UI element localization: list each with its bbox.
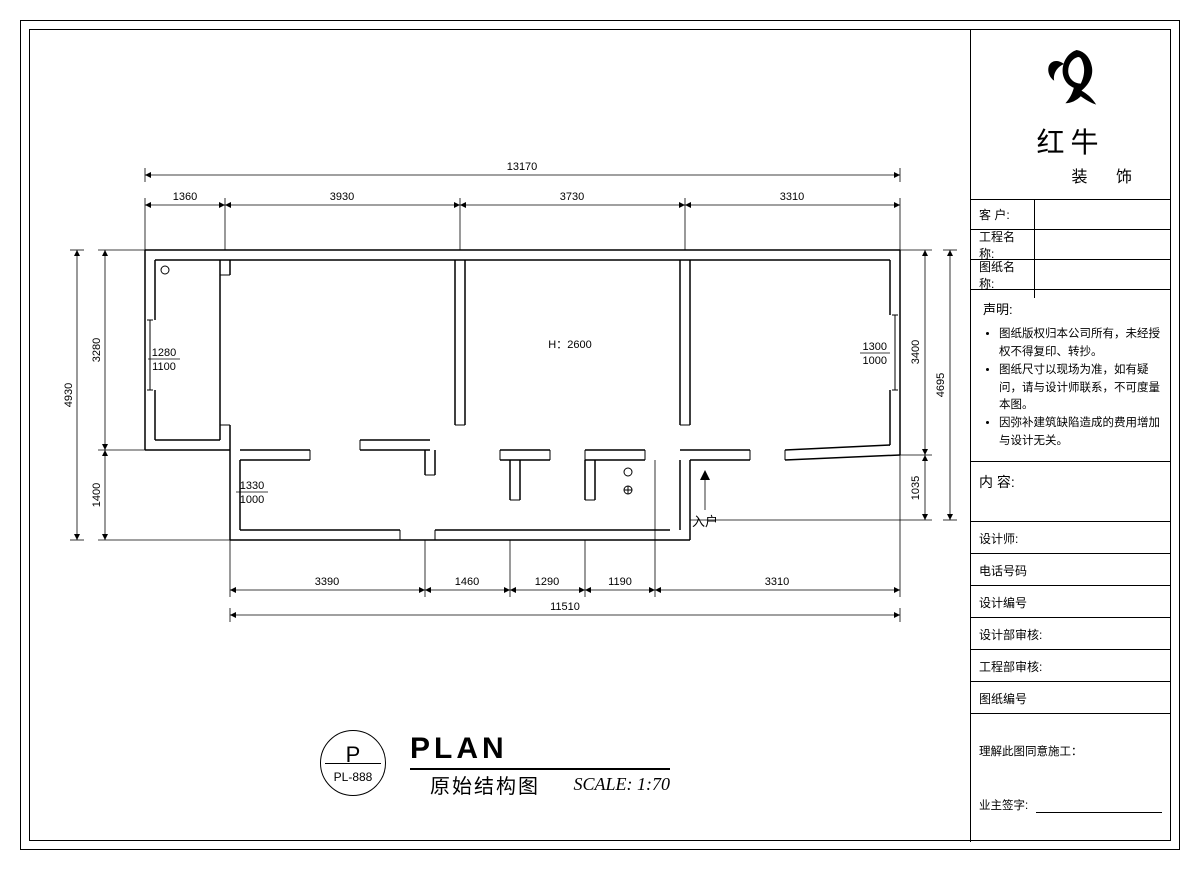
svg-text:1035: 1035 <box>910 476 922 500</box>
ceiling-height-label: H：2600 <box>548 339 591 351</box>
svg-text:1460: 1460 <box>455 576 479 588</box>
svg-text:3310: 3310 <box>780 191 804 203</box>
dim-left-inner: 3280 1400 <box>91 250 230 540</box>
svg-text:3390: 3390 <box>315 576 339 588</box>
row-phone: 电话号码 <box>971 554 1170 586</box>
svg-text:4695: 4695 <box>935 373 947 397</box>
dim-bottom-row: 3390 1460 1290 1190 3310 <box>230 455 900 597</box>
title-block: 红牛 装 饰 客 户: 工程名称: 图纸名称: 声明: 图纸版权归本公司所有，未… <box>970 30 1170 842</box>
dim-top-overall: 13170 <box>145 161 900 182</box>
dim-right-overall: 4695 <box>935 250 957 520</box>
floorplan-svg: 13170 1360 3930 3730 3310 <box>30 30 970 710</box>
svg-text:13170: 13170 <box>507 161 538 173</box>
row-design-no: 设计编号 <box>971 586 1170 618</box>
svg-text:入户: 入户 <box>692 514 718 529</box>
plan-title-block: P PL-888 PLAN 原始结构图 SCALE: 1:70 <box>320 730 670 796</box>
inner-frame: 13170 1360 3930 3730 3310 <box>29 29 1171 841</box>
svg-text:1330: 1330 <box>240 480 264 492</box>
company-name: 红牛 <box>1036 121 1104 161</box>
svg-text:3280: 3280 <box>91 338 103 362</box>
plan-letter: P <box>346 742 361 768</box>
svg-text:1290: 1290 <box>535 576 559 588</box>
svg-text:3400: 3400 <box>910 340 922 364</box>
logo-cell: 红牛 装 饰 <box>971 30 1170 200</box>
dim-left-overall: 4930 <box>63 250 84 540</box>
row-designer: 设计师: <box>971 522 1170 554</box>
entrance-marker: 入户 <box>692 470 718 529</box>
plan-code: PL-888 <box>334 770 373 784</box>
row-drawing-name: 图纸名称: <box>971 260 1170 290</box>
dim-left-lower-stack: 1330 1000 <box>236 480 268 506</box>
plan-subtitle: 原始结构图 <box>430 770 540 799</box>
svg-text:1280: 1280 <box>152 347 176 359</box>
svg-text:1360: 1360 <box>173 191 197 203</box>
dim-left-stack: 1280 1100 <box>148 347 180 373</box>
svg-text:3310: 3310 <box>765 576 789 588</box>
company-sub: 装 饰 <box>1072 163 1144 187</box>
dim-right-inner: 3400 1035 <box>690 250 932 520</box>
row-drawing-no: 图纸编号 <box>971 682 1170 714</box>
svg-text:1190: 1190 <box>608 576 632 588</box>
outer-frame: 13170 1360 3930 3730 3310 <box>20 20 1180 850</box>
svg-text:11510: 11510 <box>550 601 580 613</box>
svg-text:3930: 3930 <box>330 191 354 203</box>
disclaimer-cell: 声明: 图纸版权归本公司所有，未经授权不得复印、转抄。 图纸尺寸以现场为准，如有… <box>971 290 1170 462</box>
content-cell: 内 容: <box>971 462 1170 522</box>
bull-logo-icon <box>1036 43 1106 113</box>
disclaimer-list: 图纸版权归本公司所有，未经授权不得复印、转抄。 图纸尺寸以现场为准，如有疑问，请… <box>983 326 1162 451</box>
svg-text:1000: 1000 <box>240 494 264 506</box>
plan-heading: PLAN <box>410 732 670 770</box>
dim-right-stack: 1300 1000 <box>860 341 890 367</box>
svg-text:1300: 1300 <box>863 341 887 353</box>
dim-bottom-overall: 11510 <box>230 601 900 622</box>
row-design-review: 设计部审核: <box>971 618 1170 650</box>
plan-code-circle: P PL-888 <box>320 730 386 796</box>
svg-text:1400: 1400 <box>91 483 103 507</box>
sign-cell: 理解此图同意施工： 业主签字: <box>971 714 1170 842</box>
svg-text:4930: 4930 <box>63 383 75 407</box>
dim-top-row: 1360 3930 3730 3310 <box>145 191 900 250</box>
svg-text:1000: 1000 <box>863 355 887 367</box>
svg-text:3730: 3730 <box>560 191 584 203</box>
row-eng-review: 工程部审核: <box>971 650 1170 682</box>
owner-sign-line <box>1036 799 1162 813</box>
drawing-area: 13170 1360 3930 3730 3310 <box>30 30 970 842</box>
svg-text:1100: 1100 <box>152 361 176 373</box>
